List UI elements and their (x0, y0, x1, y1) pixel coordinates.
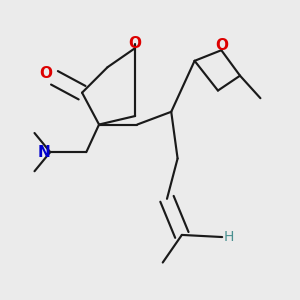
Text: O: O (40, 66, 52, 81)
Text: O: O (216, 38, 229, 52)
Text: O: O (128, 36, 141, 51)
Text: H: H (224, 230, 234, 244)
Text: N: N (38, 145, 50, 160)
